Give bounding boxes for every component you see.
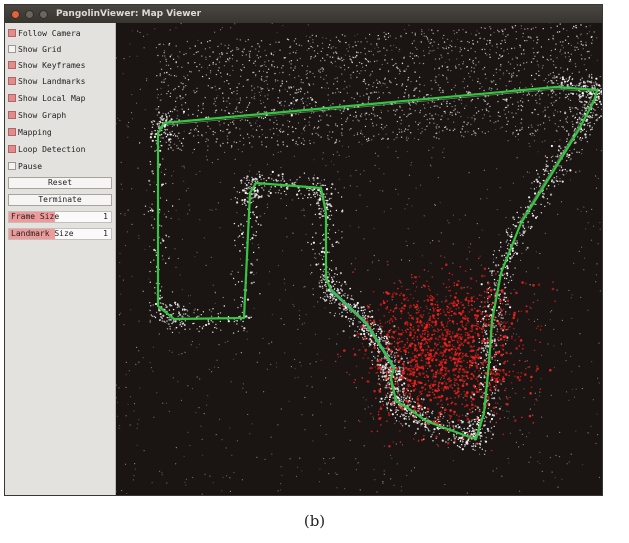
checkbox-show-grid[interactable]: Show Grid bbox=[8, 42, 61, 56]
figure-caption: (b) bbox=[303, 512, 326, 530]
map-background bbox=[116, 23, 602, 495]
checkbox-show-keyframes[interactable]: Show Keyframes bbox=[8, 58, 85, 72]
window-title: PangolinViewer: Map Viewer bbox=[56, 9, 202, 19]
checkbox-show-landmarks[interactable]: Show Landmarks bbox=[8, 74, 85, 88]
frame-size-label: Frame Size bbox=[11, 212, 60, 221]
checkbox-label: Show Landmarks bbox=[18, 76, 86, 86]
checkbox-icon[interactable] bbox=[8, 45, 16, 53]
checkbox-follow-camera[interactable]: Follow Camera bbox=[8, 26, 81, 40]
checkbox-label: Show Keyframes bbox=[18, 60, 86, 70]
frame-size-value: 1 bbox=[103, 212, 108, 221]
reset-button[interactable]: Reset bbox=[8, 177, 112, 189]
point-cloud-map bbox=[116, 23, 602, 495]
landmark-size-label: Landmark Size bbox=[11, 229, 74, 238]
camera-trajectory bbox=[156, 85, 599, 441]
checkbox-icon[interactable] bbox=[8, 128, 16, 136]
title-bar: PangolinViewer: Map Viewer bbox=[5, 5, 602, 23]
checkbox-pause[interactable]: Pause bbox=[8, 159, 42, 173]
maximize-window-icon[interactable] bbox=[39, 9, 48, 19]
slider-fill bbox=[9, 212, 55, 222]
checkbox-loop-detection[interactable]: Loop Detection bbox=[8, 142, 85, 156]
checkbox-icon[interactable] bbox=[8, 145, 16, 153]
control-panel: Follow Camera Show Grid Show Keyframes S… bbox=[5, 23, 116, 495]
slider-fill bbox=[9, 229, 55, 239]
checkbox-label: Show Local Map bbox=[18, 93, 86, 103]
trajectory-inner-guide bbox=[165, 88, 595, 224]
checkbox-label: Pause bbox=[18, 161, 43, 171]
landmark-size-slider[interactable]: Landmark Size 1 bbox=[8, 228, 112, 240]
checkbox-icon[interactable] bbox=[8, 162, 16, 170]
checkbox-icon[interactable] bbox=[8, 94, 16, 102]
checkbox-label: Show Grid bbox=[18, 44, 62, 54]
checkbox-label: Follow Camera bbox=[18, 28, 81, 38]
local-map-points bbox=[334, 246, 556, 452]
checkbox-icon[interactable] bbox=[8, 77, 16, 85]
landmark-size-value: 1 bbox=[103, 229, 108, 238]
checkbox-icon[interactable] bbox=[8, 111, 16, 119]
minimize-window-icon[interactable] bbox=[25, 9, 34, 19]
map-viewer-window: PangolinViewer: Map Viewer Follow Camera… bbox=[5, 5, 602, 495]
checkbox-label: Show Graph bbox=[18, 110, 67, 120]
close-window-icon[interactable] bbox=[11, 9, 20, 19]
checkbox-show-graph[interactable]: Show Graph bbox=[8, 108, 66, 122]
checkbox-mapping[interactable]: Mapping bbox=[8, 125, 52, 139]
map-view-canvas[interactable] bbox=[116, 23, 602, 495]
terminate-button[interactable]: Terminate bbox=[8, 194, 112, 206]
frame-size-slider[interactable]: Frame Size 1 bbox=[8, 211, 112, 223]
checkbox-label: Mapping bbox=[18, 127, 52, 137]
checkbox-icon[interactable] bbox=[8, 61, 16, 69]
checkbox-icon[interactable] bbox=[8, 29, 16, 37]
checkbox-label: Loop Detection bbox=[18, 144, 86, 154]
checkbox-show-local-map[interactable]: Show Local Map bbox=[8, 91, 85, 105]
